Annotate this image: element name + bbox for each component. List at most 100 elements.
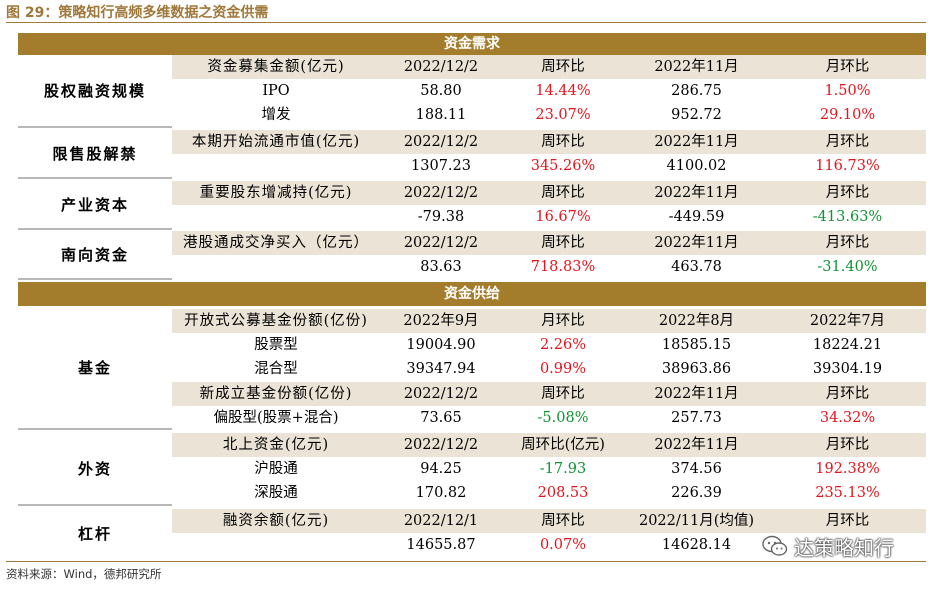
value-cell: 188.11 [415,107,467,123]
header-cell: 2022年11月 [654,185,739,201]
header-cell: 2022/11月(均值) [638,513,755,529]
value-cell: 29.10% [819,107,876,123]
row-label [172,533,380,557]
value-cell: 39304.19 [812,361,883,377]
value-cell: 374.56 [671,461,722,477]
header-cell: 月环比 [541,313,585,329]
table-row: 1307.23 345.26% 4100.02 116.73% [172,154,926,178]
header-cell: 月环比 [825,386,870,402]
value-cell: -5.08% [537,410,589,426]
value-cell: -17.93 [539,461,587,477]
value-cell: 18585.15 [661,337,732,353]
value-cell: 257.73 [671,410,722,426]
value-cell: 14.44% [535,83,591,99]
row-label [172,205,380,229]
header-cell: 2022年11月 [654,235,739,251]
value-cell: 1.50% [824,83,871,99]
header-cell: 月环比 [825,134,870,150]
header-row-new-funds: 新成立基金份额(亿份) 2022/12/2 周环比 2022年11月 月环比 [172,382,926,406]
wechat-icon [762,535,788,556]
header-cell: 月环比 [825,185,870,201]
value-cell: 226.39 [671,485,722,501]
header-cell: 融资余额(亿元) [222,513,330,529]
group-label-foreign-capital: 外资 [18,432,172,506]
top-rule [6,22,926,23]
value-cell: 23.07% [535,107,591,123]
value-cell: 16.67% [535,209,591,225]
table-row: 混合型 39347.94 0.99% 38963.86 39304.19 [172,357,926,381]
value-cell: 14628.14 [661,537,732,553]
row-label: 增发 [261,107,291,123]
watermark: 达策略知行 [762,532,894,560]
value-cell: 58.80 [420,83,462,99]
value-cell: 39347.94 [406,361,476,377]
value-cell: 4100.02 [666,158,727,174]
header-row-funds: 开放式公募基金份额(亿份) 2022年9月 月环比 2022年8月 2022年7… [172,309,926,333]
watermark-text: 达策略知行 [794,535,894,560]
table-row: 偏股型(股票+混合) 73.65 -5.08% 257.73 34.32% [172,406,926,430]
header-cell: 月环比 [825,235,870,251]
header-cell: 周环比 [541,59,585,75]
value-cell: 116.73% [815,158,880,174]
group-label-leverage: 杠杆 [77,524,112,543]
value-cell: 345.26% [530,158,596,174]
group-label-lockup-expiry: 限售股解禁 [18,130,172,179]
value-cell: 14655.87 [406,537,476,553]
value-cell: 0.99% [539,361,587,377]
header-row-southbound-funds: 港股通成交净买入（亿元） 2022/12/2 周环比 2022年11月 月环比 [172,231,926,255]
row-label: 深股通 [254,485,298,501]
value-cell: 718.83% [530,259,596,275]
header-cell: 2022年11月 [654,386,739,402]
group-label-industrial-capital: 产业资本 [18,181,172,230]
bottom-rule [6,561,926,562]
header-cell: 2022年8月 [658,313,735,329]
header-cell: 2022/12/2 [403,59,479,75]
value-cell: -449.59 [668,209,725,225]
row-label: 沪股通 [254,461,298,477]
value-cell: 192.38% [815,461,880,477]
header-cell: 周环比 [541,513,585,529]
value-cell: 94.25 [420,461,462,477]
table-row: 增发 188.11 23.07% 952.72 29.10% [172,103,926,127]
header-cell: 重要股东增减持(亿元) [199,185,353,201]
header-row-equity-financing: 资金募集金额(亿元) 2022/12/2 周环比 2022年11月 月环比 [172,55,926,79]
header-cell: 月环比 [825,59,870,75]
value-cell: 83.63 [420,259,462,275]
header-cell: 2022/12/2 [403,386,479,402]
row-label [172,255,380,279]
header-cell: 2022年11月 [654,134,739,150]
table-row: 深股通 170.82 208.53 226.39 235.13% [172,481,926,505]
header-cell: 港股通成交净买入（亿元） [183,235,369,251]
group-label-funds: 基金 [18,306,172,430]
header-cell: 资金募集金额(亿元) [207,59,345,75]
table-row: 83.63 718.83% 463.78 -31.40% [172,255,926,279]
value-cell: 1307.23 [411,158,471,174]
supply-section-header: 资金供给 [18,282,926,306]
header-cell: 周环比 [541,185,585,201]
value-cell: 952.72 [671,107,722,123]
header-cell: 周环比 [541,386,585,402]
table-row: 沪股通 94.25 -17.93 374.56 192.38% [172,457,926,481]
header-cell: 本期开始流通市值(亿元) [191,134,361,150]
value-cell: -31.40% [817,259,878,275]
demand-section-header: 资金需求 [18,33,926,55]
row-label [172,154,380,178]
header-cell: 2022/12/2 [403,185,479,201]
value-cell: 34.32% [819,410,876,426]
header-cell: 2022年9月 [403,313,479,329]
source-note: 资料来源：Wind，德邦研究所 [6,567,162,581]
header-cell: 月环比 [825,513,870,529]
value-cell: 463.78 [671,259,722,275]
header-cell: 2022/12/2 [403,134,479,150]
header-cell: 月环比 [825,437,870,453]
table-row: 14655.87 0.07% 14628.14 [172,533,926,557]
value-cell: 38963.86 [661,361,732,377]
value-cell: 19004.90 [406,337,476,353]
value-cell: 18224.21 [812,337,883,353]
row-label: 偏股型(股票+混合) [213,410,339,426]
table-row: 股票型 19004.90 2.26% 18585.15 18224.21 [172,333,926,357]
value-cell: 73.65 [420,410,462,426]
header-cell: 北上资金(亿元) [222,437,330,453]
header-cell: 新成立基金份额(亿份) [199,386,353,402]
group-label-southbound-funds: 南向资金 [18,231,172,280]
